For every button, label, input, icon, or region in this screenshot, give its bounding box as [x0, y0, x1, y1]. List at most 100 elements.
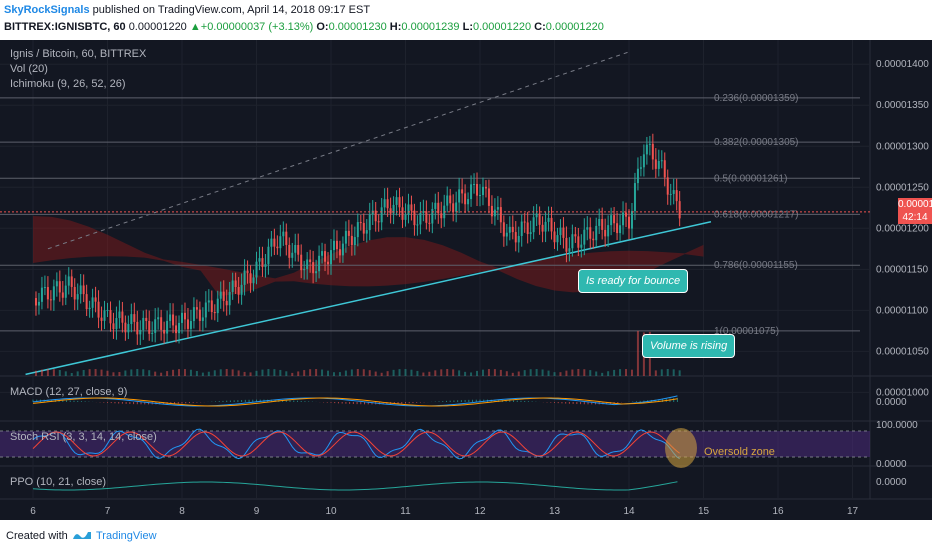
- volume-bar: [118, 372, 121, 376]
- candle-body: [428, 222, 431, 224]
- candle-body: [607, 225, 610, 237]
- candle-body: [350, 235, 353, 246]
- candle-body: [91, 297, 94, 308]
- candle-body: [225, 300, 228, 306]
- candle-body: [118, 311, 121, 319]
- volume-bar: [356, 369, 359, 376]
- volume-bar: [178, 369, 181, 376]
- candle-body: [431, 208, 434, 224]
- candle-body: [76, 294, 79, 300]
- candle-body: [115, 318, 118, 330]
- candle-body: [410, 204, 413, 211]
- candle-body: [34, 298, 37, 306]
- support-trendline: [25, 221, 712, 376]
- candle-body: [121, 311, 124, 323]
- candle-body: [327, 261, 330, 265]
- candle-body: [520, 221, 523, 236]
- candle-body: [341, 243, 344, 256]
- candle-body: [100, 317, 103, 321]
- volume-bar: [94, 369, 97, 376]
- candle-body: [175, 325, 178, 334]
- h-value: 0.00001239: [401, 21, 460, 33]
- candle-body: [58, 281, 61, 293]
- candle-body: [46, 287, 49, 300]
- volume-bar: [529, 369, 532, 376]
- candle-body: [589, 227, 592, 239]
- candle-body: [517, 235, 520, 243]
- c-label: C:: [534, 21, 546, 33]
- volume-bar: [213, 370, 216, 376]
- candle-body: [449, 195, 452, 204]
- candle-body: [458, 189, 461, 203]
- candle-body: [479, 195, 481, 197]
- candle-body: [416, 224, 419, 226]
- chart-area[interactable]: 6 7 8 9 10 11 12 13 14 15 16 17 0.00001400 0.00001350…: [0, 40, 932, 520]
- candle-body: [669, 193, 672, 195]
- legend-title: Ignis / Bitcoin, 60, BITTREX: [10, 48, 147, 60]
- candle-body: [461, 189, 464, 194]
- candle-body: [40, 287, 43, 302]
- x-tick-label: 11: [400, 506, 411, 517]
- created-with-text: Created with: [6, 530, 68, 542]
- candle-body: [592, 238, 595, 241]
- fib-label: 0.786(0.00001155): [714, 260, 798, 271]
- candle-body: [127, 324, 130, 333]
- price-tick-label: 0.00001350: [876, 100, 929, 111]
- upper-channel-line: [47, 51, 630, 250]
- candle-body: [672, 190, 675, 194]
- author-link[interactable]: SkyRockSignals: [4, 4, 90, 16]
- candle-body: [270, 238, 273, 247]
- candle-body: [130, 314, 133, 325]
- candle-body: [651, 143, 654, 160]
- candle-body: [234, 280, 237, 288]
- candle-body: [67, 276, 70, 286]
- volume-bar: [517, 371, 520, 376]
- volume-bar: [434, 370, 437, 376]
- candle-body: [124, 322, 127, 333]
- candle-body: [616, 223, 619, 234]
- o-value: 0.00001230: [328, 21, 387, 33]
- volume-bar: [285, 371, 288, 376]
- volume-bar: [392, 369, 395, 376]
- candle-body: [583, 229, 586, 245]
- candle-body: [571, 234, 574, 249]
- candle-body: [514, 232, 517, 243]
- candle-body: [344, 230, 347, 244]
- volume-bar: [201, 372, 204, 376]
- candle-body: [636, 168, 639, 184]
- volume-bar: [46, 369, 49, 376]
- candle-body: [404, 214, 407, 220]
- publish-text: published on TradingView.com, April 14, …: [89, 4, 371, 16]
- candle-body: [535, 213, 538, 218]
- volume-bar: [243, 371, 246, 376]
- candle-body: [240, 284, 243, 295]
- annotation-oversold: Oversold zone: [704, 446, 775, 458]
- candle-body: [455, 202, 458, 212]
- candle-body: [136, 321, 139, 335]
- candle-body: [470, 184, 473, 200]
- candle-body: [294, 244, 297, 253]
- candle-body: [577, 236, 580, 248]
- volume-bar: [350, 369, 353, 376]
- candle-body: [642, 154, 645, 168]
- candle-body: [648, 143, 651, 145]
- candle-body: [559, 227, 562, 236]
- volume-bar: [309, 369, 312, 376]
- volume-bar: [499, 369, 502, 376]
- candle-body: [112, 323, 115, 330]
- annotation-volume: Volume is rising: [642, 334, 736, 358]
- candle-body: [395, 197, 398, 205]
- candle-body: [437, 202, 440, 214]
- tradingview-link[interactable]: TradingView: [96, 530, 157, 542]
- change-value: +0.00000037 (+3.13%): [200, 21, 314, 33]
- volume-bar: [100, 369, 103, 376]
- fib-label: 0.382(0.00001305): [714, 137, 799, 148]
- candle-body: [261, 258, 264, 268]
- price-chart-svg[interactable]: 6 7 8 9 10 11 12 13 14 15 16 17 0.00001400 0.00001350…: [0, 40, 932, 520]
- candle-body: [172, 314, 175, 326]
- candle-body: [601, 219, 604, 230]
- candle-body: [499, 207, 502, 223]
- volume-bar: [607, 371, 610, 376]
- candle-body: [625, 212, 628, 217]
- volume-bar: [410, 369, 413, 376]
